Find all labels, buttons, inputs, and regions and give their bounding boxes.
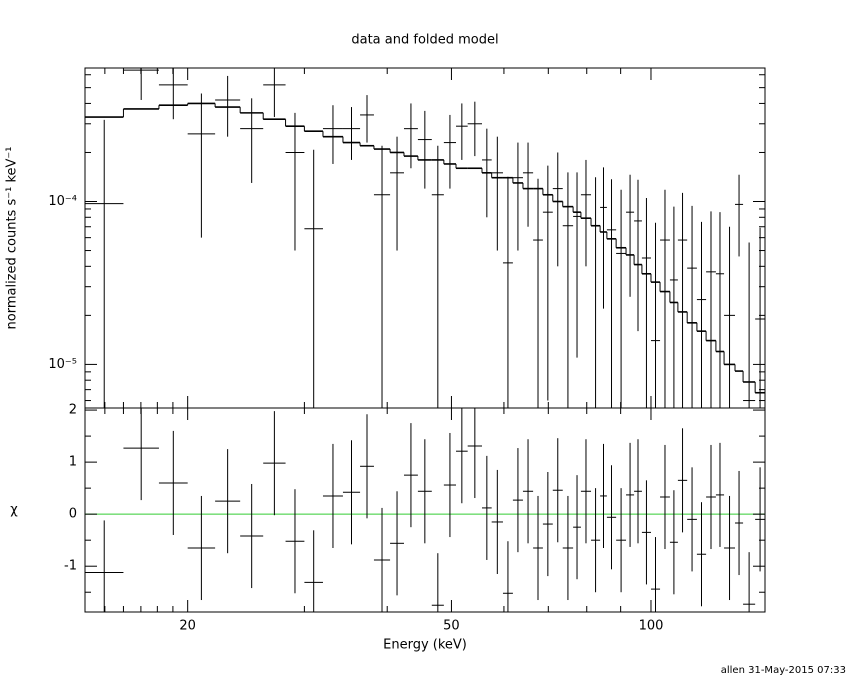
- y-axis-label: χ: [10, 503, 18, 518]
- y-tick-label: 1: [69, 455, 77, 470]
- x-tick-label: 100: [639, 619, 664, 634]
- y-tick-label: -1: [64, 559, 77, 574]
- chart-title: data and folded model: [351, 33, 498, 48]
- y-tick-label: 2: [69, 403, 77, 418]
- plot-area: [85, 68, 765, 408]
- bottom-frame: [84, 407, 766, 613]
- y-axis-label: normalized counts s⁻¹ keV⁻¹: [5, 147, 20, 330]
- x-tick-label: 20: [179, 619, 196, 634]
- footer: allen 31-May-2015 07:33: [721, 665, 846, 676]
- x-axis-label: Energy (keV): [383, 638, 467, 653]
- y-tick-label: 0: [69, 507, 77, 522]
- plot-area: [85, 408, 765, 612]
- y-tick-label: 10⁻⁵: [48, 357, 77, 372]
- x-tick-label: 50: [443, 619, 460, 634]
- y-tick-label: 10⁻⁴: [48, 194, 77, 209]
